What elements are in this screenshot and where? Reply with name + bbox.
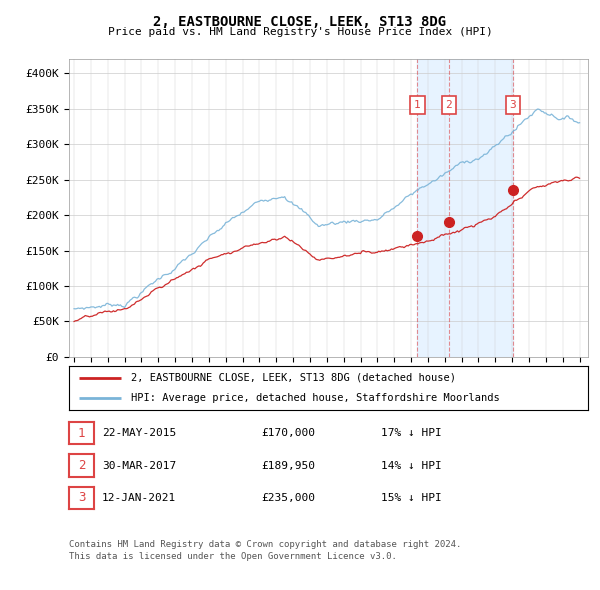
Text: 3: 3	[509, 100, 516, 110]
Text: 30-MAR-2017: 30-MAR-2017	[102, 461, 176, 470]
Text: 15% ↓ HPI: 15% ↓ HPI	[381, 493, 442, 503]
Text: 2, EASTBOURNE CLOSE, LEEK, ST13 8DG: 2, EASTBOURNE CLOSE, LEEK, ST13 8DG	[154, 15, 446, 29]
Text: 2, EASTBOURNE CLOSE, LEEK, ST13 8DG (detached house): 2, EASTBOURNE CLOSE, LEEK, ST13 8DG (det…	[131, 373, 456, 383]
Text: £189,950: £189,950	[261, 461, 315, 470]
Bar	[418, 59, 513, 357]
Text: 17% ↓ HPI: 17% ↓ HPI	[381, 428, 442, 438]
Text: £235,000: £235,000	[261, 493, 315, 503]
Text: 3: 3	[78, 491, 85, 504]
Text: HPI: Average price, detached house, Staffordshire Moorlands: HPI: Average price, detached house, Staf…	[131, 393, 500, 403]
Text: Price paid vs. HM Land Registry's House Price Index (HPI): Price paid vs. HM Land Registry's House …	[107, 27, 493, 37]
Text: 14% ↓ HPI: 14% ↓ HPI	[381, 461, 442, 470]
Text: 1: 1	[78, 427, 85, 440]
Text: Contains HM Land Registry data © Crown copyright and database right 2024.: Contains HM Land Registry data © Crown c…	[69, 540, 461, 549]
Text: 22-MAY-2015: 22-MAY-2015	[102, 428, 176, 438]
Text: This data is licensed under the Open Government Licence v3.0.: This data is licensed under the Open Gov…	[69, 552, 397, 560]
Text: £170,000: £170,000	[261, 428, 315, 438]
Text: 2: 2	[78, 459, 85, 472]
Text: 1: 1	[414, 100, 421, 110]
Text: 12-JAN-2021: 12-JAN-2021	[102, 493, 176, 503]
Text: 2: 2	[445, 100, 452, 110]
